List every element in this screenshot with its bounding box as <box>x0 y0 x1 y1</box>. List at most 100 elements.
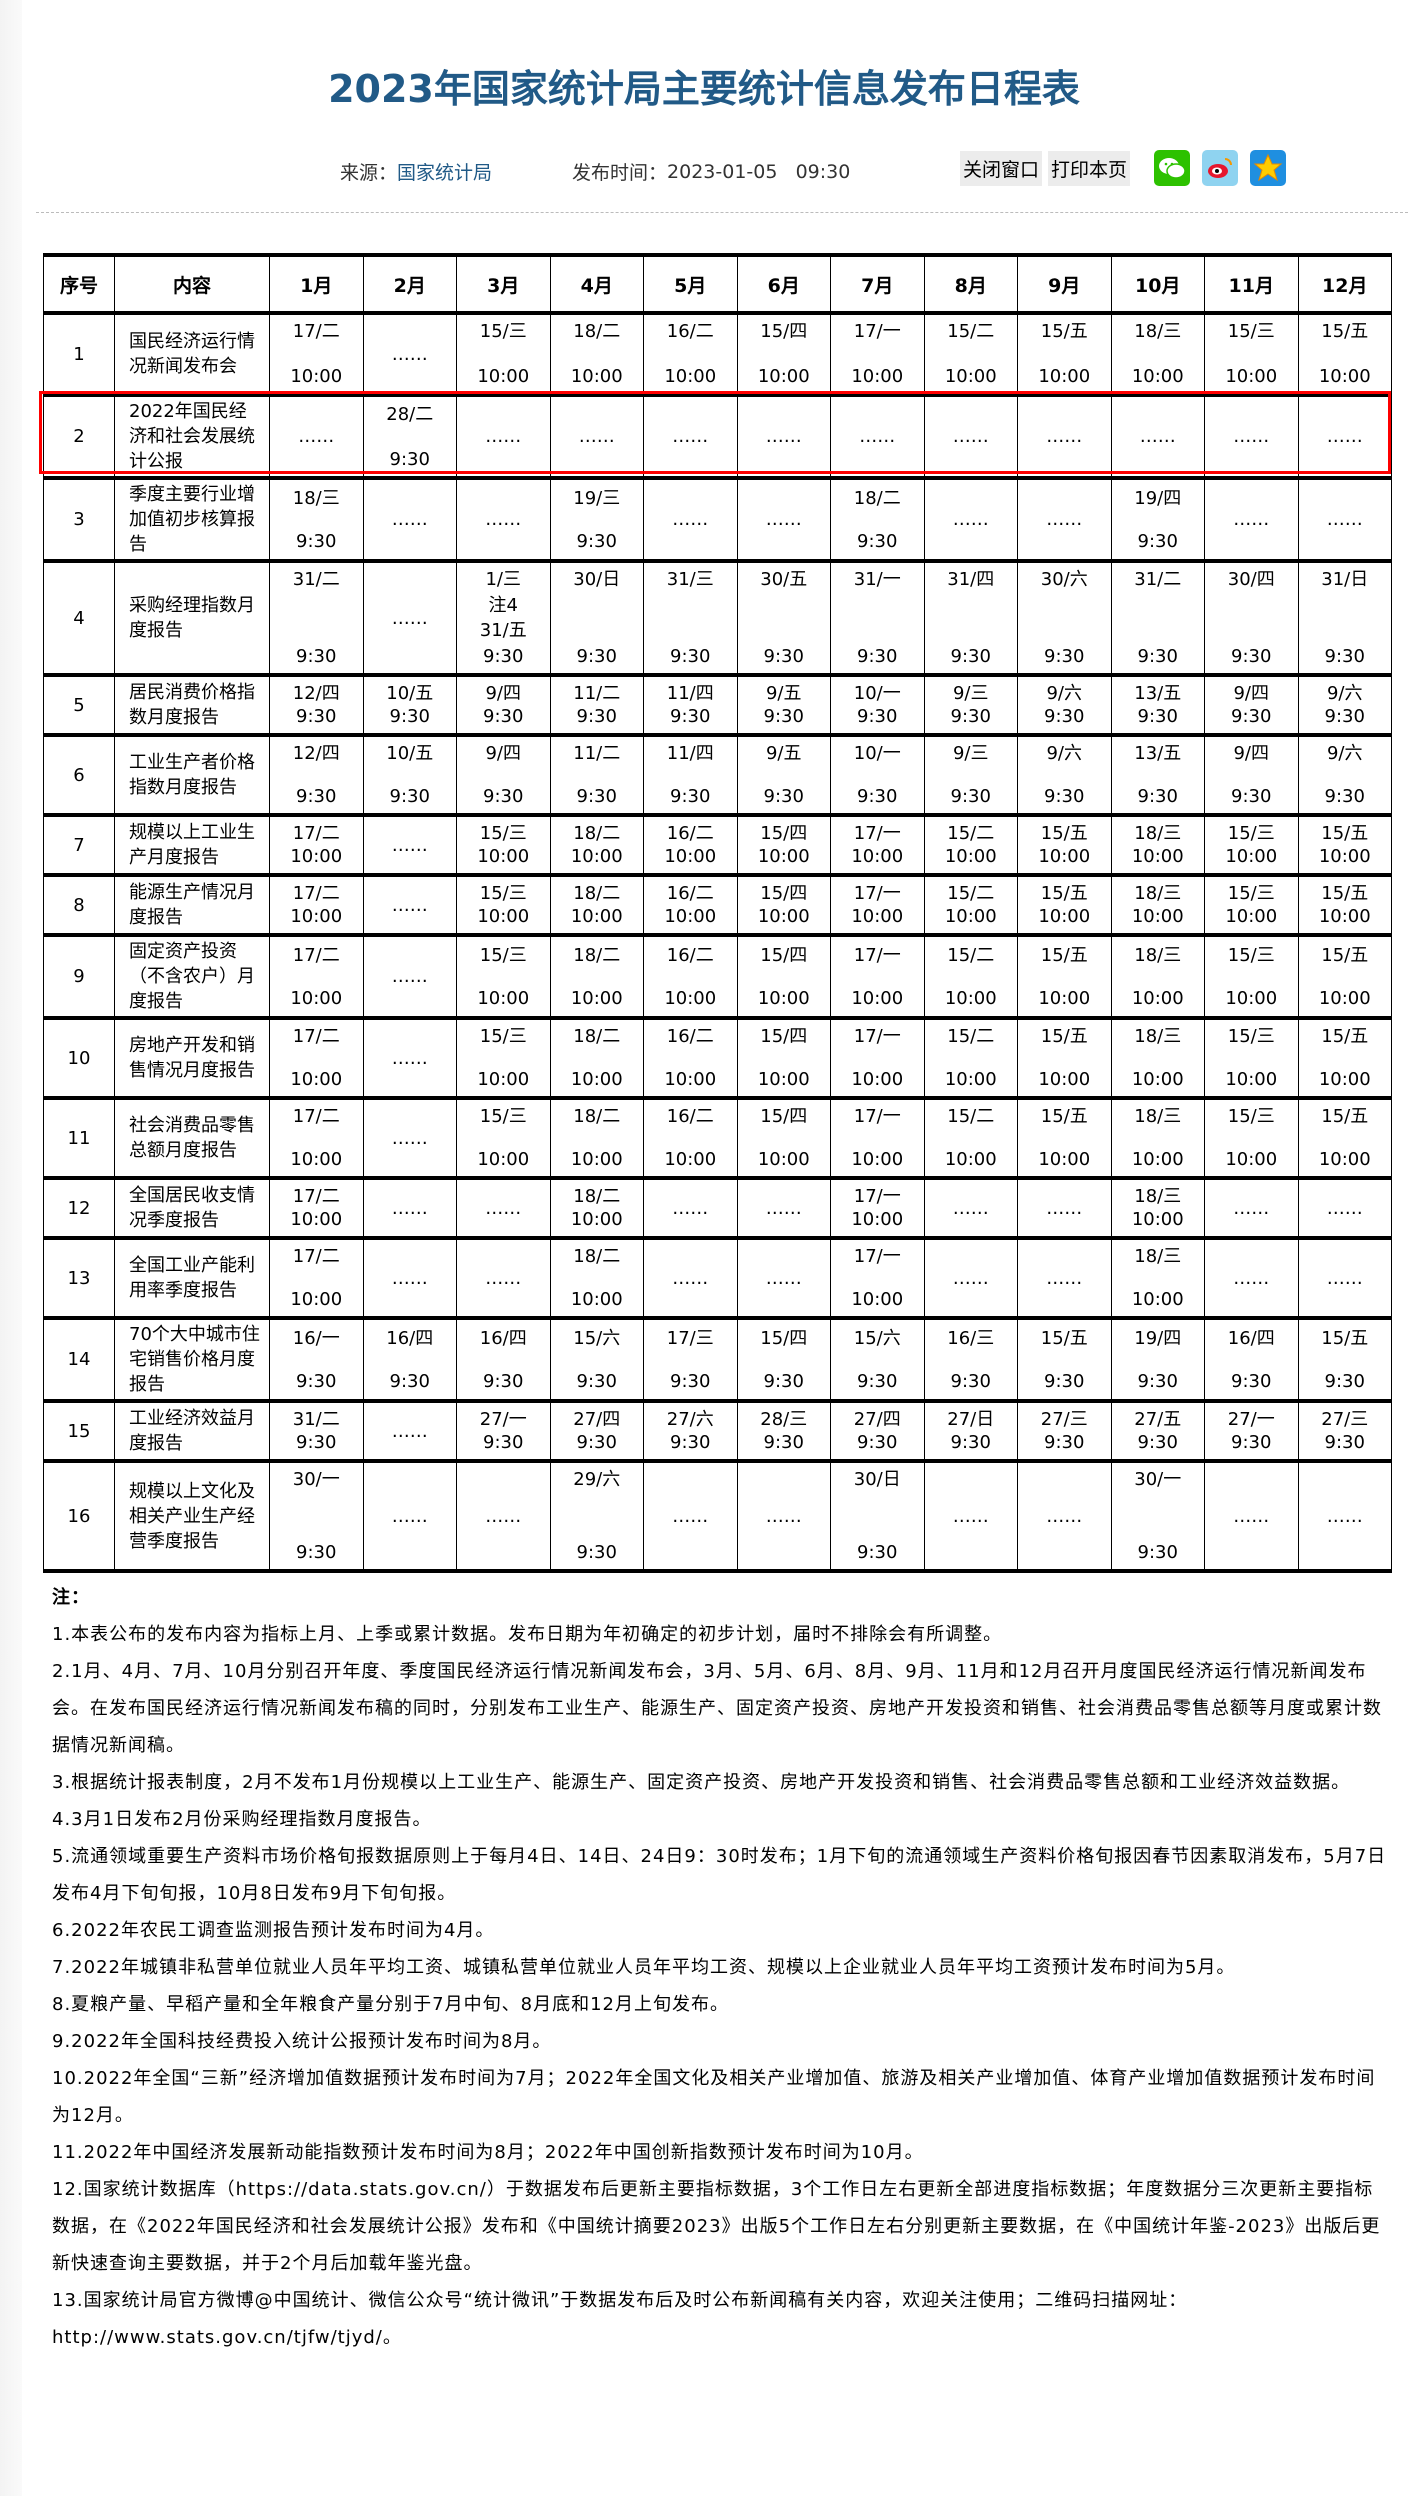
schedule-cell: 18/三 9:30 <box>269 476 364 563</box>
no-release-mark: …… <box>859 426 896 447</box>
page-left-shade <box>0 0 22 2496</box>
schedule-cell: 16/二 10:00 <box>643 933 738 1020</box>
no-release-mark: …… <box>672 1505 709 1527</box>
release-date: 28/二 <box>386 403 434 425</box>
no-release-mark: …… <box>1233 509 1270 530</box>
no-release-mark: …… <box>485 1267 522 1289</box>
release-date: 15/四 <box>760 944 808 966</box>
release-date: 注4 <box>488 594 518 616</box>
schedule-cell: …… <box>736 1236 831 1320</box>
table-row: 4 采购经理指数月度报告 31/二 9:30 …… 1/三 注4 31/五 9:30 30/日 9:… <box>43 559 1392 677</box>
note-item: 7.2022年城镇非私营单位就业人员年平均工资、城镇私营单位就业人员年平均工资、… <box>52 1957 1236 1978</box>
release-date: 9/四 <box>485 683 522 704</box>
release-time: 10:00 <box>1318 366 1371 387</box>
schedule-cell: 27/三 9:30 <box>1017 1399 1112 1463</box>
release-time: 10:00 <box>290 366 343 387</box>
print-page-button[interactable]: 打印本页 <box>1048 150 1131 186</box>
release-time: 10:00 <box>1318 1069 1371 1090</box>
release-date: 15/五 <box>1321 883 1369 904</box>
release-time: 10:00 <box>477 906 530 927</box>
schedule-cell: 18/三 10:00 <box>1110 873 1205 937</box>
release-date: 29/六 <box>573 1469 621 1490</box>
no-release-mark: …… <box>298 426 335 447</box>
schedule-cell: 31/三 9:30 <box>643 559 738 677</box>
release-date: 9/六 <box>1046 683 1083 704</box>
schedule-cell: 27/四 9:30 <box>549 1399 644 1463</box>
release-date: 18/二 <box>853 487 901 509</box>
release-date: 10/五 <box>386 683 434 704</box>
schedule-cell: …… <box>362 873 457 937</box>
release-date: 1/三 <box>485 569 522 590</box>
release-time: 9:30 <box>576 530 617 552</box>
schedule-cell: 10/一 9:30 <box>830 673 925 737</box>
schedule-cell: 18/二 10:00 <box>549 1096 644 1180</box>
release-time: 9:30 <box>950 1432 991 1453</box>
no-release-mark: …… <box>1233 1267 1270 1289</box>
release-date: 27/四 <box>573 1409 621 1430</box>
schedule-cell: 29/六 9:30 <box>549 1459 644 1573</box>
schedule-cell: 11/四 9:30 <box>643 733 738 817</box>
schedule-cell: 27/一 9:30 <box>1204 1399 1299 1463</box>
release-time: 9:30 <box>483 786 524 807</box>
qzone-icon[interactable] <box>1250 150 1287 186</box>
schedule-cell: …… <box>1297 1176 1392 1240</box>
no-release-mark: …… <box>391 343 428 365</box>
close-window-button[interactable]: 关闭窗口 <box>960 150 1043 186</box>
release-date: 9/五 <box>765 683 802 704</box>
no-release-mark: …… <box>952 509 989 530</box>
release-time: 9:30 <box>1231 786 1272 807</box>
release-date: 11/四 <box>666 683 714 704</box>
no-release-mark: …… <box>1046 509 1083 530</box>
wechat-icon[interactable] <box>1154 150 1191 186</box>
row-content: 社会消费品零售总额月度报告 <box>114 1096 270 1180</box>
schedule-cell: 18/二 10:00 <box>549 1016 644 1100</box>
release-time: 9:30 <box>296 786 337 807</box>
weibo-icon[interactable] <box>1202 150 1239 186</box>
release-date: 17/一 <box>853 883 901 904</box>
schedule-cell: 15/五 9:30 <box>1017 1316 1112 1403</box>
release-time: 10:00 <box>851 846 904 867</box>
release-time: 9:30 <box>857 1432 898 1453</box>
release-date: 15/三 <box>1227 883 1275 904</box>
release-date: 31/五 <box>479 620 527 642</box>
release-time: 10:00 <box>1131 846 1184 867</box>
schedule-cell: …… <box>362 1096 457 1180</box>
release-time: 9:30 <box>950 706 991 727</box>
release-date: 18/三 <box>1134 823 1182 844</box>
schedule-cell: 17/一 10:00 <box>830 813 925 877</box>
release-date: 17/一 <box>853 1246 901 1267</box>
release-time: 9:30 <box>763 1370 804 1392</box>
no-release-mark: …… <box>765 1197 802 1219</box>
schedule-cell: 19/四 9:30 <box>1110 476 1205 563</box>
release-time: 9:30 <box>483 1432 524 1453</box>
release-date: 18/二 <box>573 1106 621 1127</box>
release-date: 15/三 <box>479 823 527 844</box>
row-content: 2022年国民经济和社会发展统计公报 <box>114 393 270 480</box>
schedule-cell: 17/一 10:00 <box>830 933 925 1020</box>
release-time: 9:30 <box>576 646 617 667</box>
release-date: 9/四 <box>485 743 522 764</box>
release-date: 15/四 <box>760 321 808 342</box>
schedule-cell: 30/四 9:30 <box>1204 559 1299 677</box>
schedule-cell: 17/二 10:00 <box>269 1096 364 1180</box>
release-date: 18/三 <box>1134 883 1182 904</box>
schedule-cell: …… <box>1297 1236 1392 1320</box>
release-time: 9:30 <box>1137 706 1178 727</box>
source-link[interactable]: 国家统计局 <box>397 162 493 184</box>
release-date: 17/二 <box>292 1026 340 1047</box>
schedule-cell: 16/四 9:30 <box>456 1316 551 1403</box>
release-date: 9/四 <box>1233 683 1270 704</box>
release-date: 18/二 <box>573 1026 621 1047</box>
release-date: 15/五 <box>1040 883 1088 904</box>
release-date: 18/二 <box>573 321 621 342</box>
release-date: 27/一 <box>1227 1409 1275 1430</box>
release-time: 10:00 <box>1131 1149 1184 1170</box>
release-date: 18/三 <box>1134 1026 1182 1047</box>
release-date: 15/二 <box>947 883 995 904</box>
no-release-mark: …… <box>391 894 428 916</box>
header-month: 3月 <box>456 253 551 315</box>
release-date: 13/五 <box>1134 743 1182 764</box>
release-time: 10:00 <box>290 1209 343 1230</box>
schedule-cell: …… <box>549 393 644 480</box>
schedule-cell: …… <box>362 933 457 1020</box>
